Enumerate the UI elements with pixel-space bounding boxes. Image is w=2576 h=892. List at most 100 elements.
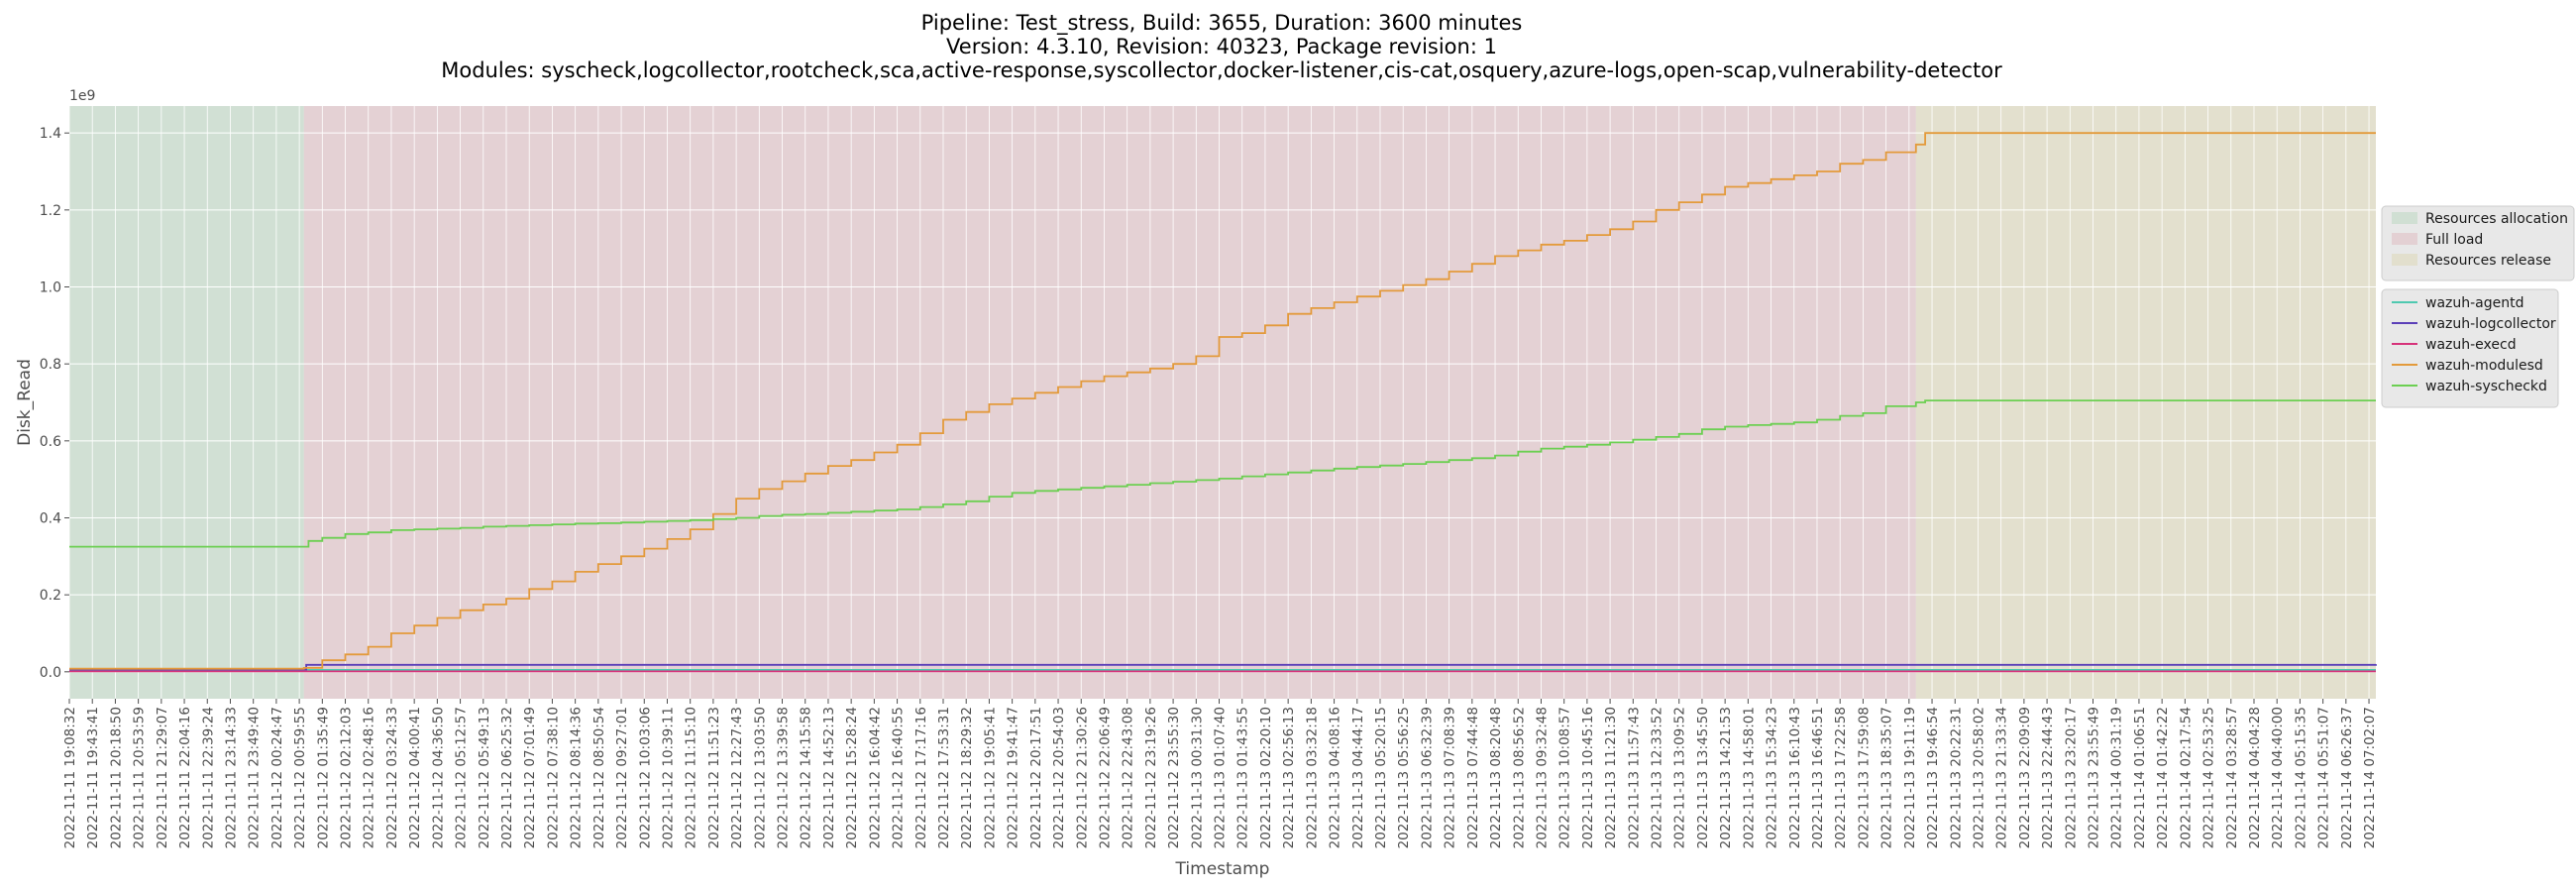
phase-legend-label-1: Full load bbox=[2425, 232, 2483, 248]
x-tick-label-75: 2022-11-13 16:10:43 bbox=[1787, 707, 1803, 848]
x-tick-label-60: 2022-11-13 07:08:39 bbox=[1443, 707, 1458, 848]
x-tick-label-43: 2022-11-12 20:54:03 bbox=[1051, 707, 1067, 848]
x-tick-label-71: 2022-11-13 13:45:50 bbox=[1695, 707, 1711, 848]
x-tick-label-51: 2022-11-13 01:43:55 bbox=[1235, 707, 1251, 848]
x-tick-label-8: 2022-11-11 23:49:40 bbox=[247, 707, 263, 848]
x-tick-label-53: 2022-11-13 02:56:13 bbox=[1281, 707, 1297, 848]
x-tick-label-39: 2022-11-12 18:29:32 bbox=[959, 707, 975, 848]
x-axis-label: Timestamp bbox=[1175, 859, 1270, 879]
x-tick-label-93: 2022-11-14 02:53:25 bbox=[2201, 707, 2217, 848]
phase-legend-label-0: Resources allocation bbox=[2425, 211, 2568, 227]
x-tick-label-78: 2022-11-13 17:59:08 bbox=[1856, 707, 1872, 848]
x-tick-label-87: 2022-11-13 23:20:17 bbox=[2063, 707, 2079, 848]
x-tick-label-62: 2022-11-13 08:20:48 bbox=[1488, 707, 1504, 848]
x-tick-label-86: 2022-11-13 22:44:43 bbox=[2040, 707, 2056, 848]
series-legend: wazuh-agentd wazuh-logcollector wazuh-exec… bbox=[2381, 288, 2559, 408]
series-legend-label-0: wazuh-agentd bbox=[2425, 295, 2524, 311]
x-tick-label-69: 2022-11-13 12:33:52 bbox=[1650, 707, 1665, 848]
x-tick-label-90: 2022-11-14 01:06:51 bbox=[2132, 707, 2148, 848]
x-tick-label-30: 2022-11-12 13:03:50 bbox=[752, 707, 768, 848]
x-tick-label-14: 2022-11-12 03:24:33 bbox=[384, 707, 400, 848]
x-tick-label-65: 2022-11-13 10:08:57 bbox=[1557, 707, 1573, 848]
x-tick-label-36: 2022-11-12 16:40:55 bbox=[891, 707, 907, 848]
x-tick-label-1: 2022-11-11 19:43:41 bbox=[85, 707, 101, 848]
series-line-wazuh-modulesd bbox=[69, 132, 2376, 670]
grid-lines bbox=[68, 106, 2376, 699]
x-tick-label-50: 2022-11-13 01:07:40 bbox=[1213, 707, 1229, 848]
phase-legend: Resources allocation Full load Resources r… bbox=[2381, 205, 2575, 281]
x-tick-label-3: 2022-11-11 20:53:59 bbox=[132, 707, 148, 848]
series-lines bbox=[69, 132, 2377, 673]
x-tick-label-28: 2022-11-12 11:51:23 bbox=[706, 707, 722, 848]
chart-title-line-1: Pipeline: Test_stress, Build: 3655, Dura… bbox=[921, 11, 1523, 36]
x-tick-label-27: 2022-11-12 11:15:10 bbox=[684, 707, 699, 848]
y-axis-ticks: 0.0 0.2 0.4 0.6 0.8 1.0 1.2 1.4 bbox=[40, 126, 69, 681]
x-tick-label-99: 2022-11-14 06:26:37 bbox=[2339, 707, 2355, 848]
x-tick-label-79: 2022-11-13 18:35:07 bbox=[1879, 707, 1895, 848]
x-tick-label-85: 2022-11-13 22:09:09 bbox=[2017, 707, 2033, 848]
x-tick-label-72: 2022-11-13 14:21:53 bbox=[1718, 707, 1734, 848]
x-tick-label-24: 2022-11-12 09:27:01 bbox=[614, 707, 630, 848]
x-tick-label-40: 2022-11-12 19:05:41 bbox=[982, 707, 998, 848]
x-tick-label-22: 2022-11-12 08:14:36 bbox=[569, 707, 585, 848]
x-tick-label-80: 2022-11-13 19:11:19 bbox=[1902, 707, 1918, 848]
x-tick-label-7: 2022-11-11 23:14:33 bbox=[223, 707, 239, 848]
y-tick-label-4: 0.8 bbox=[40, 357, 61, 373]
y-tick-label-7: 1.4 bbox=[40, 126, 61, 142]
x-tick-label-15: 2022-11-12 04:00:41 bbox=[407, 707, 423, 848]
y-tick-label-1: 0.2 bbox=[40, 588, 61, 604]
x-tick-label-26: 2022-11-12 10:39:11 bbox=[660, 707, 676, 848]
phase-legend-swatch-0 bbox=[2392, 212, 2417, 224]
x-tick-label-32: 2022-11-12 14:15:58 bbox=[799, 707, 814, 848]
x-tick-label-29: 2022-11-12 12:27:43 bbox=[729, 707, 745, 848]
x-tick-label-20: 2022-11-12 07:01:49 bbox=[522, 707, 538, 848]
x-tick-label-94: 2022-11-14 03:28:57 bbox=[2224, 707, 2240, 848]
x-tick-label-59: 2022-11-13 06:32:39 bbox=[1419, 707, 1435, 848]
x-tick-label-84: 2022-11-13 21:33:34 bbox=[1994, 707, 2010, 848]
x-tick-label-12: 2022-11-12 02:12:03 bbox=[339, 707, 355, 848]
y-tick-label-3: 0.6 bbox=[40, 434, 61, 450]
x-tick-label-31: 2022-11-12 13:39:58 bbox=[776, 707, 792, 848]
phase-bands bbox=[69, 106, 2376, 699]
x-tick-label-76: 2022-11-13 16:46:51 bbox=[1810, 707, 1826, 848]
chart-title-line-2: Version: 4.3.10, Revision: 40323, Packag… bbox=[946, 35, 1497, 58]
x-tick-label-5: 2022-11-11 22:04:16 bbox=[177, 707, 193, 848]
x-axis-ticks: 2022-11-11 19:08:32 2022-11-11 19:43:41 20… bbox=[62, 699, 2378, 848]
x-tick-label-48: 2022-11-12 23:55:30 bbox=[1166, 707, 1182, 848]
x-tick-label-97: 2022-11-14 05:15:35 bbox=[2293, 707, 2308, 848]
y-axis-label: Disk_Read bbox=[15, 359, 35, 446]
x-tick-label-68: 2022-11-13 11:57:43 bbox=[1626, 707, 1642, 848]
x-tick-label-25: 2022-11-12 10:03:06 bbox=[637, 707, 653, 848]
x-tick-label-4: 2022-11-11 21:29:07 bbox=[155, 707, 170, 848]
x-tick-label-35: 2022-11-12 16:04:42 bbox=[867, 707, 883, 848]
x-tick-label-38: 2022-11-12 17:53:31 bbox=[936, 707, 952, 848]
phase-legend-label-2: Resources release bbox=[2425, 253, 2551, 269]
x-tick-label-70: 2022-11-13 13:09:52 bbox=[1672, 707, 1688, 848]
x-tick-label-96: 2022-11-14 04:40:00 bbox=[2270, 707, 2286, 848]
x-tick-label-100: 2022-11-14 07:02:07 bbox=[2362, 707, 2378, 848]
x-tick-label-67: 2022-11-13 11:21:30 bbox=[1603, 707, 1619, 848]
y-tick-label-6: 1.2 bbox=[40, 203, 61, 219]
phase-legend-swatch-1 bbox=[2392, 233, 2417, 245]
x-tick-label-82: 2022-11-13 20:22:31 bbox=[1948, 707, 1964, 848]
x-tick-label-49: 2022-11-13 00:31:30 bbox=[1189, 707, 1205, 848]
x-tick-label-58: 2022-11-13 05:56:25 bbox=[1396, 707, 1412, 848]
x-tick-label-55: 2022-11-13 04:08:16 bbox=[1328, 707, 1343, 848]
x-tick-label-52: 2022-11-13 02:20:10 bbox=[1258, 707, 1274, 848]
y-tick-label-0: 0.0 bbox=[40, 665, 61, 681]
series-legend-label-2: wazuh-execd bbox=[2425, 337, 2517, 353]
x-tick-label-95: 2022-11-14 04:04:28 bbox=[2247, 707, 2263, 848]
y-tick-label-2: 0.4 bbox=[40, 510, 61, 526]
x-tick-label-56: 2022-11-13 04:44:17 bbox=[1350, 707, 1366, 848]
x-tick-label-45: 2022-11-12 22:06:49 bbox=[1097, 707, 1113, 848]
x-tick-label-23: 2022-11-12 08:50:54 bbox=[591, 707, 607, 848]
x-tick-label-64: 2022-11-13 09:32:48 bbox=[1534, 707, 1550, 848]
x-tick-label-92: 2022-11-14 02:17:54 bbox=[2178, 707, 2194, 848]
x-tick-label-18: 2022-11-12 05:49:13 bbox=[477, 707, 492, 848]
chart-title-line-3: Modules: syscheck,logcollector,rootcheck… bbox=[441, 58, 2002, 82]
x-tick-label-44: 2022-11-12 21:30:26 bbox=[1074, 707, 1090, 848]
x-tick-label-81: 2022-11-13 19:46:54 bbox=[1925, 707, 1941, 848]
x-tick-label-16: 2022-11-12 04:36:50 bbox=[430, 707, 446, 848]
series-legend-label-3: wazuh-modulesd bbox=[2425, 358, 2543, 374]
